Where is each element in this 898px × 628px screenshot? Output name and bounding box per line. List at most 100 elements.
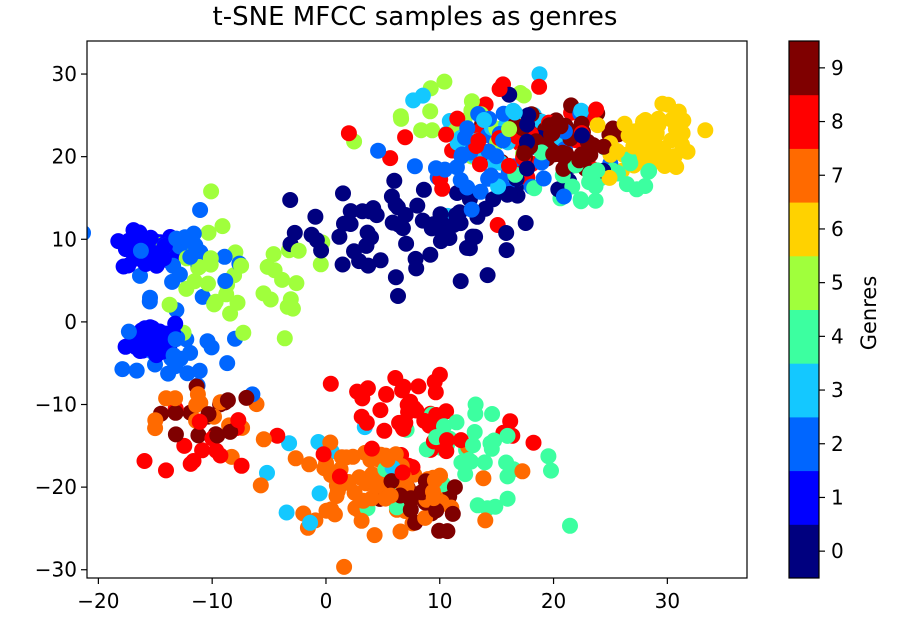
scatter-point xyxy=(331,228,348,245)
scatter-point xyxy=(499,427,516,444)
scatter-point xyxy=(519,160,535,177)
scatter-point xyxy=(366,527,383,544)
scatter-point xyxy=(408,260,425,277)
colorbar-tick-label: 7 xyxy=(831,163,844,187)
colorbar-tick-label: 3 xyxy=(831,378,844,402)
scatter-point xyxy=(438,126,455,143)
scatter-point xyxy=(444,505,461,522)
scatter-point xyxy=(506,104,523,121)
scatter-point xyxy=(387,269,404,286)
plot-frame xyxy=(86,40,748,579)
scatter-point xyxy=(161,296,178,313)
scatter-point xyxy=(354,203,371,220)
scatter-point xyxy=(491,81,508,97)
scatter-point xyxy=(519,116,536,133)
scatter-point xyxy=(587,178,604,195)
scatter-point xyxy=(167,426,184,443)
scatter-point xyxy=(208,442,225,459)
scatter-point xyxy=(390,288,406,304)
scatter-point xyxy=(499,468,516,485)
scatter-point xyxy=(517,215,534,231)
scatter-point xyxy=(230,412,247,429)
scatter-point xyxy=(515,87,532,104)
scatter-point xyxy=(498,242,515,259)
scatter-point xyxy=(378,386,395,403)
scatter-point xyxy=(406,158,423,175)
scatter-point xyxy=(382,150,399,167)
scatter-point xyxy=(488,148,505,165)
scatter-point xyxy=(114,361,131,378)
colorbar-label: Genres xyxy=(857,276,881,351)
scatter-point xyxy=(203,339,220,356)
scatter-point xyxy=(467,228,484,245)
scatter-point xyxy=(219,355,236,372)
scatter-point xyxy=(132,343,148,359)
scatter-point xyxy=(459,239,475,256)
scatter-point xyxy=(697,122,714,139)
scatter-point xyxy=(218,286,235,303)
scatter-point xyxy=(393,110,410,127)
scatter-point xyxy=(176,437,193,454)
scatter-point xyxy=(202,250,219,267)
scatter-point xyxy=(353,512,370,529)
colorbar-tick-label: 0 xyxy=(831,539,844,563)
scatter-point xyxy=(641,163,658,179)
scatter-point xyxy=(397,129,414,146)
colorbar-segment xyxy=(789,94,819,149)
scatter-point xyxy=(635,113,651,130)
scatter-points xyxy=(87,66,714,575)
scatter-point xyxy=(484,406,501,422)
colorbar-segment xyxy=(789,41,819,96)
scatter-point xyxy=(209,427,226,444)
scatter-point xyxy=(379,451,396,468)
scatter-point xyxy=(550,146,567,162)
scatter-point xyxy=(445,217,462,233)
colorbar-tick-label: 4 xyxy=(831,324,844,348)
scatter-point xyxy=(233,257,250,274)
scatter-point xyxy=(87,225,91,240)
scatter-point xyxy=(128,362,145,379)
scatter-point xyxy=(463,93,480,110)
scatter-point xyxy=(434,180,451,197)
scatter-point xyxy=(158,390,175,407)
scatter-point xyxy=(363,470,380,487)
scatter-point xyxy=(432,206,449,223)
scatter-point xyxy=(555,160,572,177)
scatter-point xyxy=(229,294,246,311)
scatter-point xyxy=(438,403,455,420)
scatter-point xyxy=(386,172,403,189)
scatter-point xyxy=(432,233,449,250)
scatter-point xyxy=(363,229,379,246)
scatter-point xyxy=(483,167,499,184)
colorbar-segment xyxy=(789,524,819,579)
scatter-point xyxy=(216,248,233,265)
scatter-point xyxy=(502,413,519,430)
scatter-point xyxy=(329,483,346,500)
scatter-point xyxy=(132,267,148,284)
scatter-point xyxy=(633,129,650,146)
scatter-point xyxy=(422,103,439,120)
scatter-point xyxy=(573,102,590,119)
scatter-point xyxy=(501,185,518,202)
scatter-point xyxy=(335,185,351,202)
scatter-point xyxy=(312,256,329,273)
scatter-point xyxy=(117,338,134,355)
scatter-point xyxy=(203,183,220,200)
scatter-point xyxy=(167,315,184,332)
x-tick-label: 30 xyxy=(655,589,680,613)
x-tick-label: 0 xyxy=(320,589,333,613)
scatter-point xyxy=(186,273,203,290)
scatter-point xyxy=(426,472,443,489)
scatter-point xyxy=(120,323,137,340)
scatter-point xyxy=(158,462,174,479)
scatter-point xyxy=(233,457,250,474)
scatter-point xyxy=(265,246,282,263)
scatter-point xyxy=(383,473,400,490)
scatter-point xyxy=(185,453,202,469)
scatter-point xyxy=(376,422,393,439)
colorbar-segment xyxy=(789,416,819,472)
scatter-point xyxy=(384,214,401,231)
scatter-point xyxy=(589,117,606,134)
scatter-point xyxy=(477,512,494,529)
